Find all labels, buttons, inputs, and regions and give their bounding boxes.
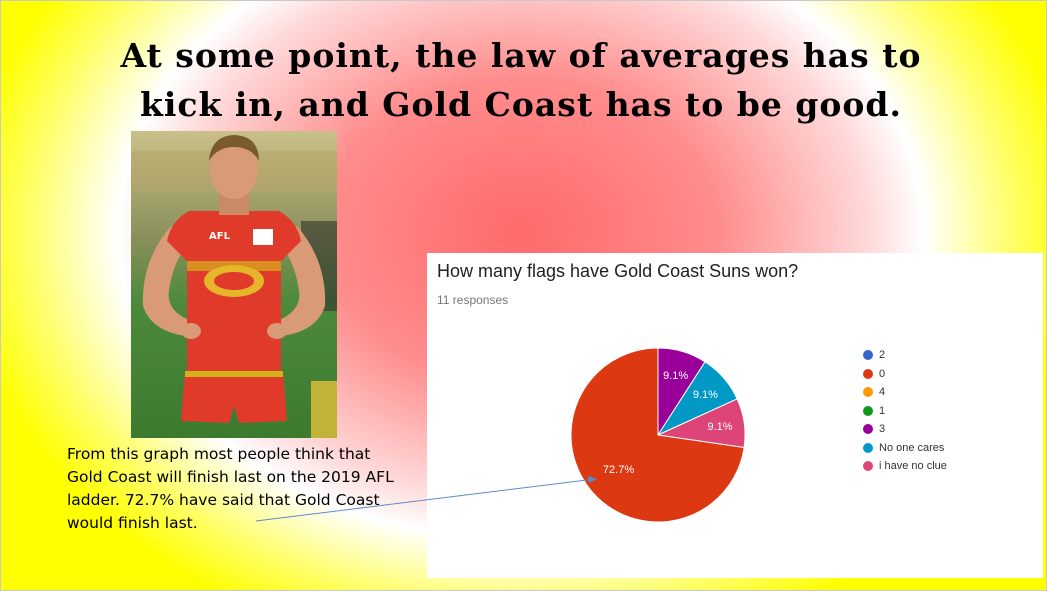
survey-chart-card: How many flags have Gold Coast Suns won?…	[427, 253, 1043, 578]
legend-swatch	[863, 405, 873, 416]
slice-label: 72.7%	[603, 464, 634, 476]
legend-label: 0	[879, 367, 886, 380]
chart-legend: 2 0 4 1 3 No one cares i have no clue	[863, 346, 947, 476]
legend-swatch	[863, 350, 873, 361]
caption-text: From this graph most people think that G…	[67, 445, 394, 532]
legend-swatch	[863, 387, 873, 398]
slice-label: 9.1%	[693, 389, 718, 401]
legend-swatch	[863, 461, 873, 472]
pie-chart: 9.1% 9.1% 9.1% 72.7%	[570, 347, 746, 523]
legend-item: No one cares	[863, 439, 947, 458]
legend-item: 1	[863, 402, 947, 421]
legend-item: 3	[863, 420, 947, 439]
legend-label: 2	[879, 349, 886, 362]
legend-label: 1	[879, 404, 886, 417]
legend-label: No one cares	[879, 441, 945, 454]
legend-item: 0	[863, 365, 947, 384]
slice-label: 9.1%	[707, 421, 732, 433]
chart-title: How many flags have Gold Coast Suns won?	[437, 261, 799, 281]
legend-swatch	[863, 442, 873, 453]
response-count: 11 responses	[437, 293, 509, 307]
jersey-afl-text: AFL	[209, 231, 231, 242]
slice-label: 9.1%	[663, 370, 688, 382]
legend-label: i have no clue	[879, 460, 947, 473]
legend-swatch	[863, 368, 873, 379]
legend-label: 4	[879, 386, 886, 399]
player-illustration: AFL	[131, 131, 337, 438]
legend-swatch	[863, 424, 873, 435]
player-photo: AFL	[131, 131, 337, 438]
legend-item: i have no clue	[863, 457, 947, 476]
legend-item: 2	[863, 346, 947, 365]
slide-title: At some point, the law of averages has t…	[120, 36, 922, 124]
legend-item: 4	[863, 383, 947, 402]
legend-label: 3	[879, 423, 886, 436]
